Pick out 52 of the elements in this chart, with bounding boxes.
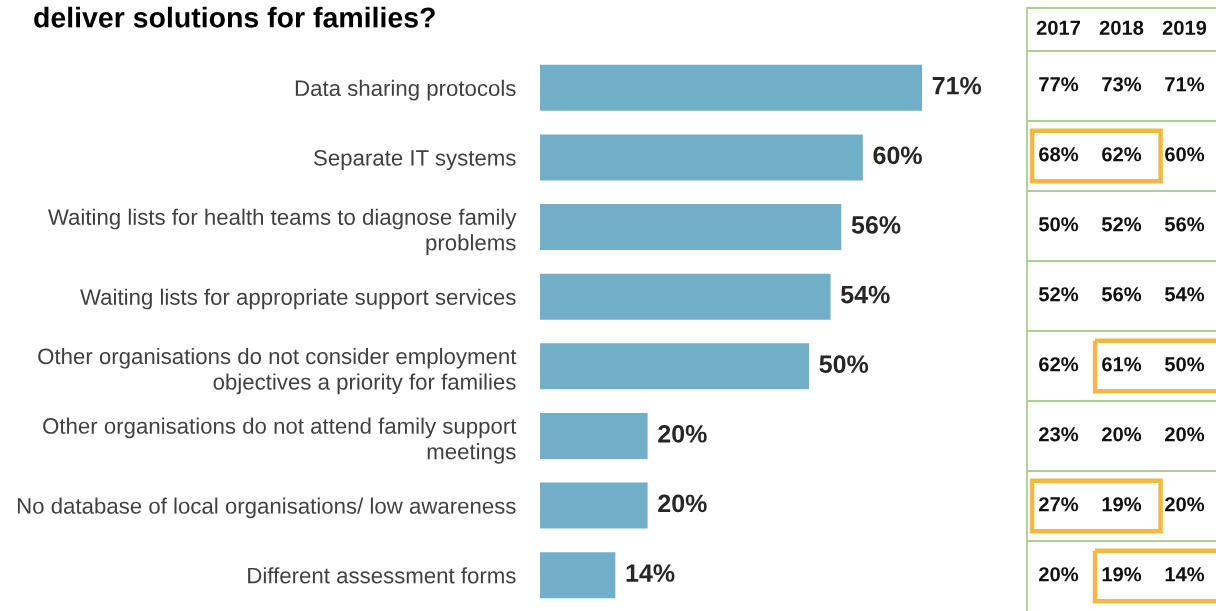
data-label: 20%: [658, 494, 707, 513]
text: 77%: [1039, 77, 1079, 92]
text: 20%: [1165, 497, 1205, 512]
text: 20%: [1039, 567, 1079, 582]
bar: [540, 64, 922, 111]
data-label: 54%: [841, 285, 890, 304]
text: 62%: [1039, 357, 1079, 372]
text: 20%: [1102, 427, 1142, 442]
text: 19%: [1102, 567, 1142, 582]
text: 20%: [1165, 427, 1205, 442]
text: 73%: [1102, 77, 1142, 92]
category-label: 2019: [1162, 20, 1207, 35]
bar: [540, 204, 842, 251]
y-tick-label: Other organisations do not consider employment objectives a priority for families: [38, 347, 517, 395]
y-tick-label: No database of local organisations/ low awareness: [17, 497, 516, 519]
text: 52%: [1101, 217, 1142, 232]
category-label: 2017: [1036, 20, 1081, 35]
text: 62%: [1102, 147, 1142, 162]
bar: [540, 412, 648, 459]
text: 56%: [1164, 217, 1205, 232]
text: 52%: [1038, 287, 1079, 302]
text: 23%: [1039, 427, 1079, 442]
text: deliver solutions for families?: [34, 6, 435, 28]
bar: [540, 343, 810, 390]
y-tick-label: Waiting lists for appropriate support services: [80, 288, 516, 310]
y-tick-label: Separate IT systems: [314, 149, 516, 171]
bar: [540, 482, 648, 529]
y-tick-label: Different assessment forms: [248, 567, 516, 584]
category-label: 2018: [1099, 20, 1144, 35]
bar: [540, 552, 616, 599]
data-label: 60%: [873, 146, 922, 165]
text: 50%: [1164, 357, 1205, 372]
text: 14%: [1165, 567, 1205, 582]
bar: [540, 273, 831, 320]
text: 68%: [1039, 147, 1079, 162]
text: 27%: [1039, 497, 1079, 512]
text: 71%: [1165, 77, 1205, 92]
y-tick-label: Waiting lists for health teams to diagnose family problems: [48, 208, 517, 255]
bar: [540, 134, 863, 181]
data-label: 20%: [658, 424, 707, 443]
text: 50%: [1038, 217, 1079, 232]
text: 60%: [1165, 147, 1205, 162]
y-tick-label: Data sharing protocols: [295, 79, 516, 101]
text: 61%: [1102, 357, 1142, 372]
text: 56%: [1101, 287, 1142, 302]
text: 54%: [1164, 287, 1205, 302]
data-label: 14%: [626, 564, 675, 582]
data-label: 50%: [819, 355, 869, 374]
text: 19%: [1102, 497, 1142, 512]
data-label: 56%: [851, 216, 901, 234]
data-label: 71%: [932, 76, 982, 95]
y-tick-label: Other organisations do not attend family support meetings: [43, 417, 517, 464]
